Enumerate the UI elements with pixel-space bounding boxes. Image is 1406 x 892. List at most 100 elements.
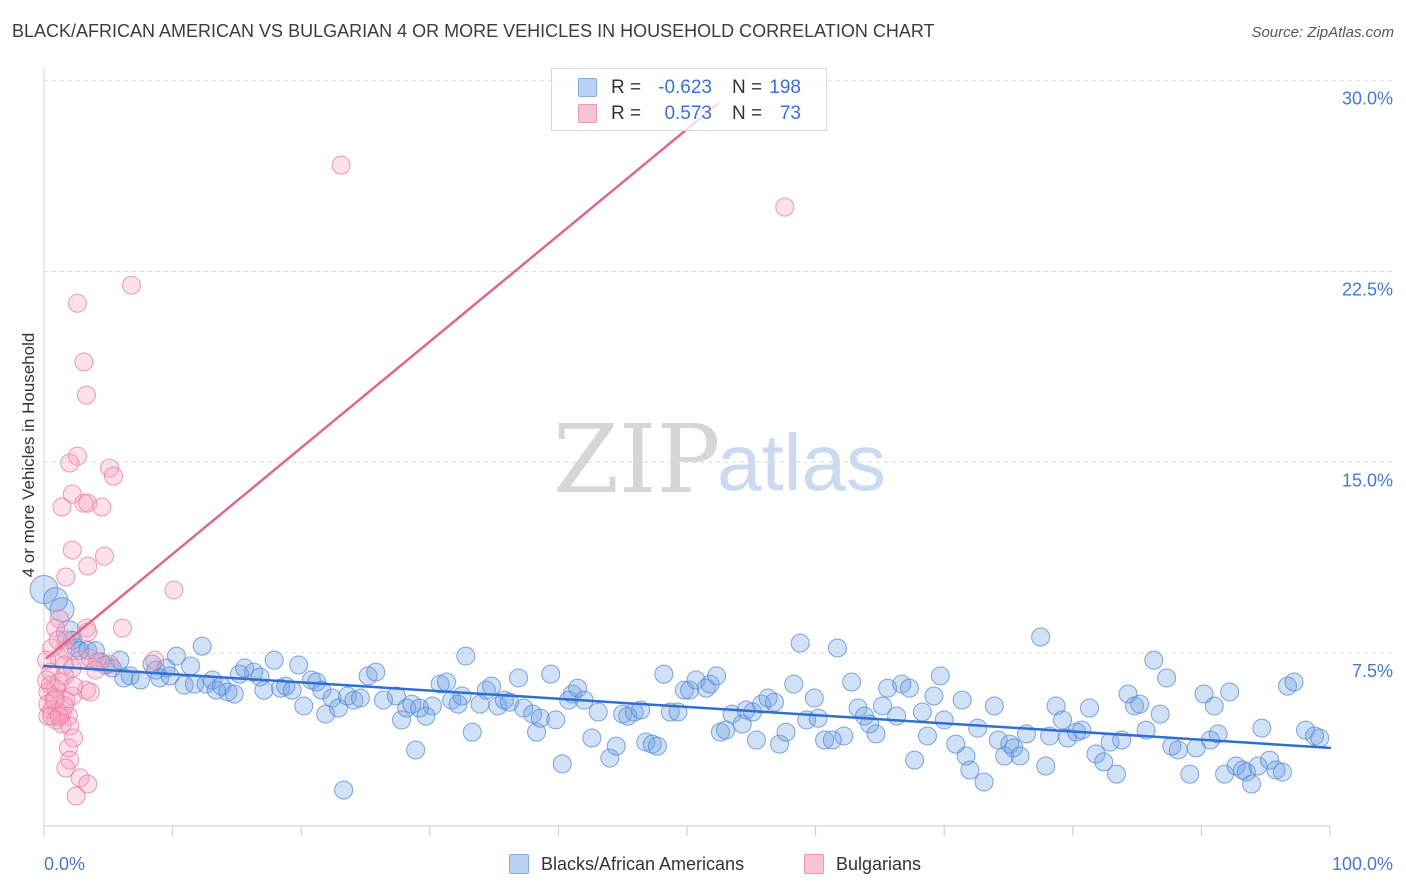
- bulgarians-point: [44, 690, 64, 710]
- blacks-african-americans-point: [960, 760, 980, 780]
- blacks-african-americans-point: [1136, 720, 1156, 740]
- blacks-african-americans-point: [716, 720, 736, 740]
- bulgarians-point: [58, 738, 78, 758]
- y-tick-label: 30.0%: [1342, 89, 1393, 109]
- blacks-african-americans-point: [588, 702, 608, 722]
- blacks-african-americans-point: [1072, 720, 1092, 740]
- bulgarians-point: [74, 352, 94, 372]
- blacks-african-americans-point: [866, 724, 886, 744]
- blacks-african-americans-point: [764, 692, 784, 712]
- blacks-african-americans-point: [568, 678, 588, 698]
- blacks-african-americans-point: [905, 750, 925, 770]
- blacks-african-americans-point: [776, 722, 796, 742]
- bulgarians-point: [103, 466, 123, 486]
- bulgarians-point: [121, 275, 141, 295]
- blacks-african-americans-point: [1208, 724, 1228, 744]
- bulgarians-point: [78, 774, 98, 794]
- blacks-african-americans-point: [500, 692, 520, 712]
- n-label: N =: [732, 103, 763, 124]
- blacks-african-americans-point: [1242, 774, 1262, 794]
- legend-label-bulgarians: Bulgarians: [836, 854, 922, 874]
- blacks-african-americans-point: [647, 736, 667, 756]
- blacks-african-americans-point: [552, 754, 572, 774]
- blacks-african-americans-point: [282, 680, 302, 700]
- blacks-african-americans-point: [294, 696, 314, 716]
- blacks-african-americans-point: [1260, 750, 1280, 770]
- blacks-african-americans-point: [1107, 764, 1127, 784]
- blacks-african-americans-point: [422, 696, 442, 716]
- blacks-african-americans-point: [462, 722, 482, 742]
- blacks-african-americans-point: [815, 730, 835, 750]
- gridlines: [44, 80, 1393, 654]
- y-tick-label: 7.5%: [1352, 661, 1393, 681]
- r-label: R =: [611, 103, 642, 124]
- blacks-african-americans-point: [456, 646, 476, 666]
- bulgarians-point: [78, 622, 98, 642]
- blacks-african-americans-point: [606, 736, 626, 756]
- blacks-african-americans-point: [70, 640, 90, 660]
- blacks-african-americans-point: [254, 680, 274, 700]
- x-tick-label: 0.0%: [44, 854, 85, 874]
- bulgarians-point: [55, 696, 75, 716]
- blacks-african-americans-point: [1180, 764, 1200, 784]
- blacks-african-americans-point: [804, 688, 824, 708]
- blacks-african-americans-point: [166, 646, 186, 666]
- blacks-african-americans-point: [956, 746, 976, 766]
- blacks-african-americans-point: [452, 686, 472, 706]
- blacks-african-americans-point: [899, 678, 919, 698]
- n-value: 73: [779, 103, 801, 124]
- blacks-african-americans-point: [887, 706, 907, 726]
- correlation-legend: R = -0.623 N = 198 R = 0.573 N = 73: [551, 68, 827, 131]
- blacks-african-americans-point: [1046, 696, 1066, 716]
- blacks-african-americans-point: [968, 718, 988, 738]
- blacks-african-americans-point: [707, 666, 727, 686]
- bulgarians-point: [775, 197, 795, 217]
- tick-labels: 7.5% 15.0% 22.5% 30.0% 0.0% 100.0%: [44, 89, 1393, 874]
- blacks-african-americans-point: [834, 726, 854, 746]
- blacks-african-americans-point: [392, 710, 412, 730]
- blacks-african-americans-point: [312, 680, 332, 700]
- legend-swatch-blacks: [509, 854, 529, 874]
- bulgarians-point: [49, 609, 69, 629]
- legend-swatch-bulgarians: [804, 854, 824, 874]
- blacks-african-americans-point: [1031, 627, 1051, 647]
- blacks-african-americans-point: [1220, 682, 1240, 702]
- blacks-african-americans-point: [110, 650, 130, 670]
- blacks-african-americans-point: [482, 676, 502, 696]
- watermark-zip: ZIP: [553, 405, 720, 515]
- blacks-african-americans-point: [1310, 728, 1330, 748]
- blacks-african-americans-point: [680, 680, 700, 700]
- blacks-african-americans-point: [988, 730, 1008, 750]
- bulgarians-point: [70, 768, 90, 788]
- bulgarians-trend-line: [45, 102, 720, 660]
- blacks-african-americans-point: [654, 664, 674, 684]
- blacks-african-americans-point: [1053, 710, 1073, 730]
- bulgarians-point: [67, 446, 87, 466]
- blacks-african-americans-point: [541, 664, 561, 684]
- source-credit: Source: ZipAtlas.com: [1251, 24, 1394, 41]
- blacks-african-americans-point: [952, 690, 972, 710]
- blacks-african-americans-point: [1036, 756, 1056, 776]
- r-label: R =: [611, 77, 642, 98]
- blacks-african-americans-point: [416, 706, 436, 726]
- bulgarians-point: [94, 546, 114, 566]
- bulgarians-point: [80, 682, 100, 702]
- blacks-african-americans-point: [527, 722, 547, 742]
- bulgarians-swatch: [578, 104, 597, 123]
- bulgarians-point: [52, 497, 72, 517]
- blacks-african-americans-point: [1204, 696, 1224, 716]
- bulgarians-point: [100, 654, 120, 674]
- blacks-african-americans-point: [984, 696, 1004, 716]
- bulgarians-point: [145, 650, 165, 670]
- trend-lines: [42, 102, 1332, 750]
- bulgarians-point: [56, 758, 76, 778]
- blacks-african-americans-point: [872, 696, 892, 716]
- blacks-african-americans-point: [316, 704, 336, 724]
- blacks-african-americans-point: [244, 662, 264, 682]
- blacks-african-americans-point: [746, 730, 766, 750]
- blacks-african-americans-point: [160, 666, 180, 686]
- bulgarians-point: [60, 453, 80, 473]
- bulgarians-point: [64, 728, 84, 748]
- blacks-african-americans-point: [1150, 704, 1170, 724]
